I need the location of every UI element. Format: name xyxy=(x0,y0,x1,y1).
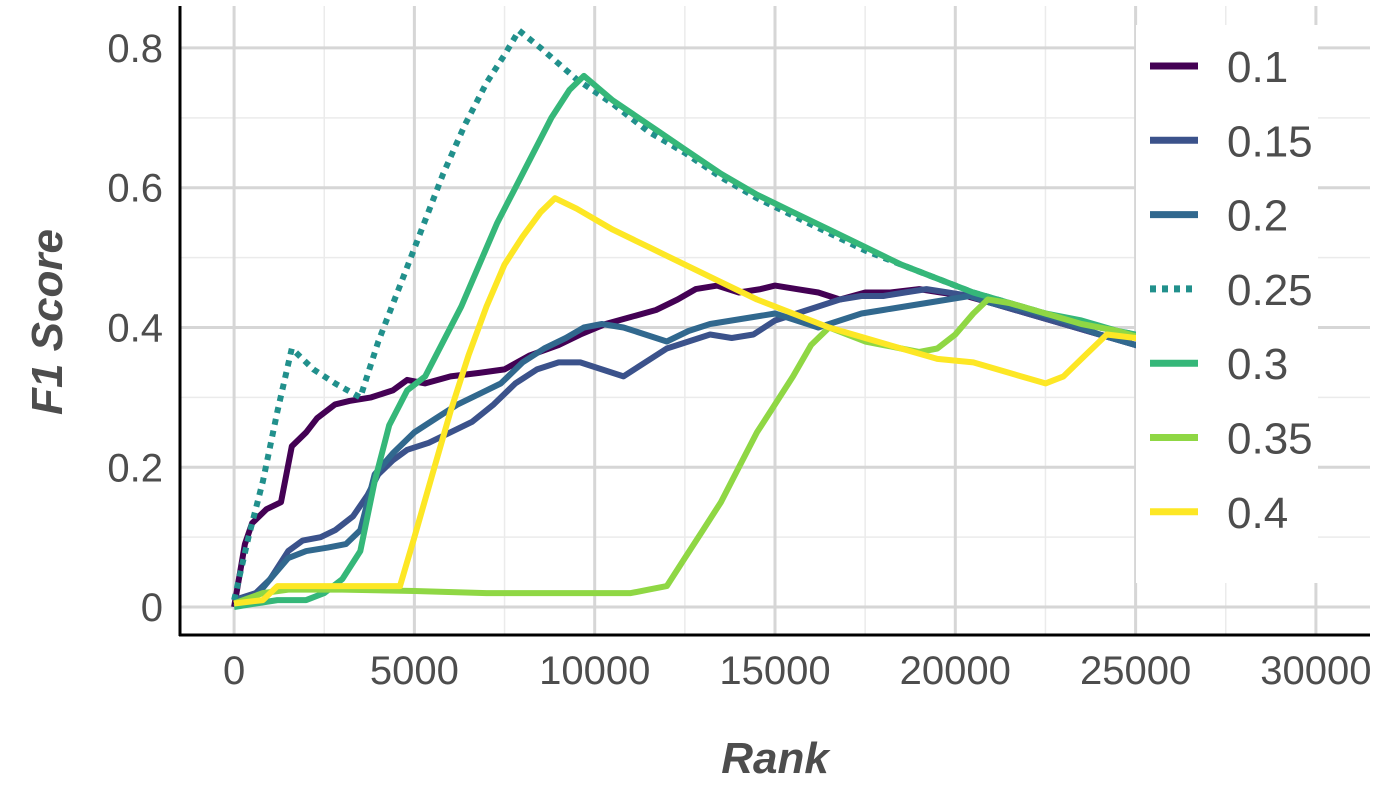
x-tick-label: 30000 xyxy=(1260,649,1371,693)
x-axis-title: Rank xyxy=(721,734,831,783)
legend: 0.1 0.15 0.2 0.25 0.3 0.35 0.4 xyxy=(1136,25,1318,583)
legend-label: 0.2 xyxy=(1227,192,1288,241)
y-tick-label: 0 xyxy=(141,586,163,630)
legend-label: 0.15 xyxy=(1227,117,1313,166)
x-tick-label: 20000 xyxy=(900,649,1011,693)
x-tick-label: 5000 xyxy=(370,649,459,693)
legend-label: 0.25 xyxy=(1227,266,1313,315)
legend-label: 0.35 xyxy=(1227,415,1313,464)
legend-label: 0.1 xyxy=(1227,43,1288,92)
x-tick-label: 0 xyxy=(223,649,245,693)
x-tick-label: 25000 xyxy=(1080,649,1191,693)
series-line-0-4 xyxy=(233,195,1317,607)
x-tick-label: 10000 xyxy=(539,649,650,693)
y-tick-label: 0.2 xyxy=(107,446,163,490)
series-lines xyxy=(231,27,1317,610)
legend-label: 0.4 xyxy=(1227,489,1288,538)
legend-background xyxy=(1136,25,1318,583)
y-tick-label: 0.4 xyxy=(107,306,163,350)
y-axis-title: F1 Score xyxy=(23,229,72,415)
series-line-0-15 xyxy=(233,286,1317,603)
axes xyxy=(178,6,1370,637)
legend-label: 0.3 xyxy=(1227,340,1288,389)
x-tick-labels: 0 5000 10000 15000 20000 25000 30000 xyxy=(223,649,1372,693)
x-tick-label: 15000 xyxy=(719,649,830,693)
y-tick-label: 0.6 xyxy=(107,167,163,211)
y-tick-label: 0.8 xyxy=(107,27,163,71)
y-tick-labels: 0 0.2 0.4 0.6 0.8 xyxy=(107,27,163,630)
